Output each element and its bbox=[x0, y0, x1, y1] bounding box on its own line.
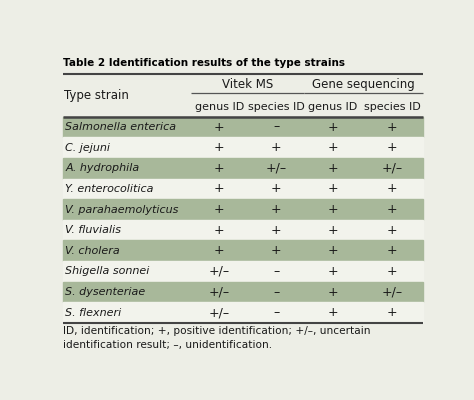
Text: –: – bbox=[273, 265, 279, 278]
Bar bbox=[63, 158, 423, 178]
Text: genus ID: genus ID bbox=[194, 102, 244, 112]
Text: +: + bbox=[387, 182, 398, 196]
Text: ID, identification; +, positive identification; +/–, uncertain
identification re: ID, identification; +, positive identifi… bbox=[63, 326, 370, 350]
Text: +/–: +/– bbox=[209, 265, 230, 278]
Text: Type strain: Type strain bbox=[64, 89, 129, 102]
Text: +: + bbox=[271, 224, 282, 237]
Text: +: + bbox=[328, 224, 338, 237]
Text: V. cholera: V. cholera bbox=[65, 246, 120, 256]
Text: +: + bbox=[271, 203, 282, 216]
Text: +/–: +/– bbox=[382, 286, 403, 298]
Bar bbox=[63, 240, 423, 261]
Text: Table 2 Identification results of the type strains: Table 2 Identification results of the ty… bbox=[63, 58, 345, 68]
Text: +: + bbox=[328, 162, 338, 175]
Bar bbox=[63, 178, 423, 199]
Text: V. parahaemolyticus: V. parahaemolyticus bbox=[65, 204, 179, 214]
Text: +: + bbox=[214, 224, 225, 237]
Text: +: + bbox=[387, 120, 398, 134]
Bar bbox=[63, 261, 423, 282]
Text: –: – bbox=[273, 286, 279, 298]
Text: Salmonella enterica: Salmonella enterica bbox=[65, 122, 176, 132]
Text: +: + bbox=[214, 244, 225, 257]
Text: +: + bbox=[387, 244, 398, 257]
Text: S. dysenteriae: S. dysenteriae bbox=[65, 287, 146, 297]
Text: +: + bbox=[328, 306, 338, 319]
Text: +: + bbox=[387, 141, 398, 154]
Text: V. fluvialis: V. fluvialis bbox=[65, 225, 121, 235]
Bar bbox=[63, 137, 423, 158]
Text: Shigella sonnei: Shigella sonnei bbox=[65, 266, 149, 276]
Text: +: + bbox=[387, 306, 398, 319]
Bar bbox=[63, 302, 423, 323]
Text: +: + bbox=[328, 244, 338, 257]
Text: +: + bbox=[387, 224, 398, 237]
Text: C. jejuni: C. jejuni bbox=[65, 143, 110, 153]
Text: Vitek MS: Vitek MS bbox=[222, 78, 273, 91]
Text: +: + bbox=[328, 120, 338, 134]
Text: +: + bbox=[214, 141, 225, 154]
Text: +/–: +/– bbox=[382, 162, 403, 175]
Text: +: + bbox=[271, 141, 282, 154]
Text: +: + bbox=[271, 182, 282, 196]
Text: +: + bbox=[387, 203, 398, 216]
Bar bbox=[63, 199, 423, 220]
Text: +: + bbox=[214, 120, 225, 134]
Text: Y. enterocolitica: Y. enterocolitica bbox=[65, 184, 154, 194]
Text: +: + bbox=[271, 244, 282, 257]
Text: S. flexneri: S. flexneri bbox=[65, 308, 121, 318]
Text: A. hydrophila: A. hydrophila bbox=[65, 163, 139, 173]
Text: +: + bbox=[328, 203, 338, 216]
Text: +/–: +/– bbox=[209, 286, 230, 298]
Bar bbox=[63, 282, 423, 302]
Text: –: – bbox=[273, 306, 279, 319]
Text: +: + bbox=[214, 162, 225, 175]
Bar bbox=[63, 220, 423, 240]
Text: +: + bbox=[328, 141, 338, 154]
Text: +: + bbox=[214, 182, 225, 196]
Text: +: + bbox=[387, 265, 398, 278]
Text: Gene sequencing: Gene sequencing bbox=[312, 78, 415, 91]
Text: genus ID: genus ID bbox=[308, 102, 357, 112]
Bar bbox=[63, 117, 423, 137]
Text: +: + bbox=[328, 286, 338, 298]
Text: +/–: +/– bbox=[209, 306, 230, 319]
Text: +: + bbox=[328, 182, 338, 196]
Text: species ID: species ID bbox=[248, 102, 304, 112]
Text: +/–: +/– bbox=[265, 162, 287, 175]
Text: –: – bbox=[273, 120, 279, 134]
Text: +: + bbox=[214, 203, 225, 216]
Text: +: + bbox=[328, 265, 338, 278]
Text: species ID: species ID bbox=[364, 102, 420, 112]
